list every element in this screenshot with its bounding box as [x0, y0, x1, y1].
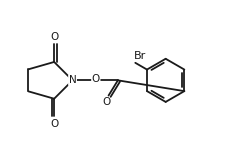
Text: Br: Br: [134, 51, 146, 61]
Text: O: O: [102, 97, 110, 107]
Text: O: O: [50, 32, 58, 42]
Text: N: N: [69, 75, 76, 85]
Text: O: O: [50, 119, 58, 129]
Text: O: O: [92, 74, 100, 84]
